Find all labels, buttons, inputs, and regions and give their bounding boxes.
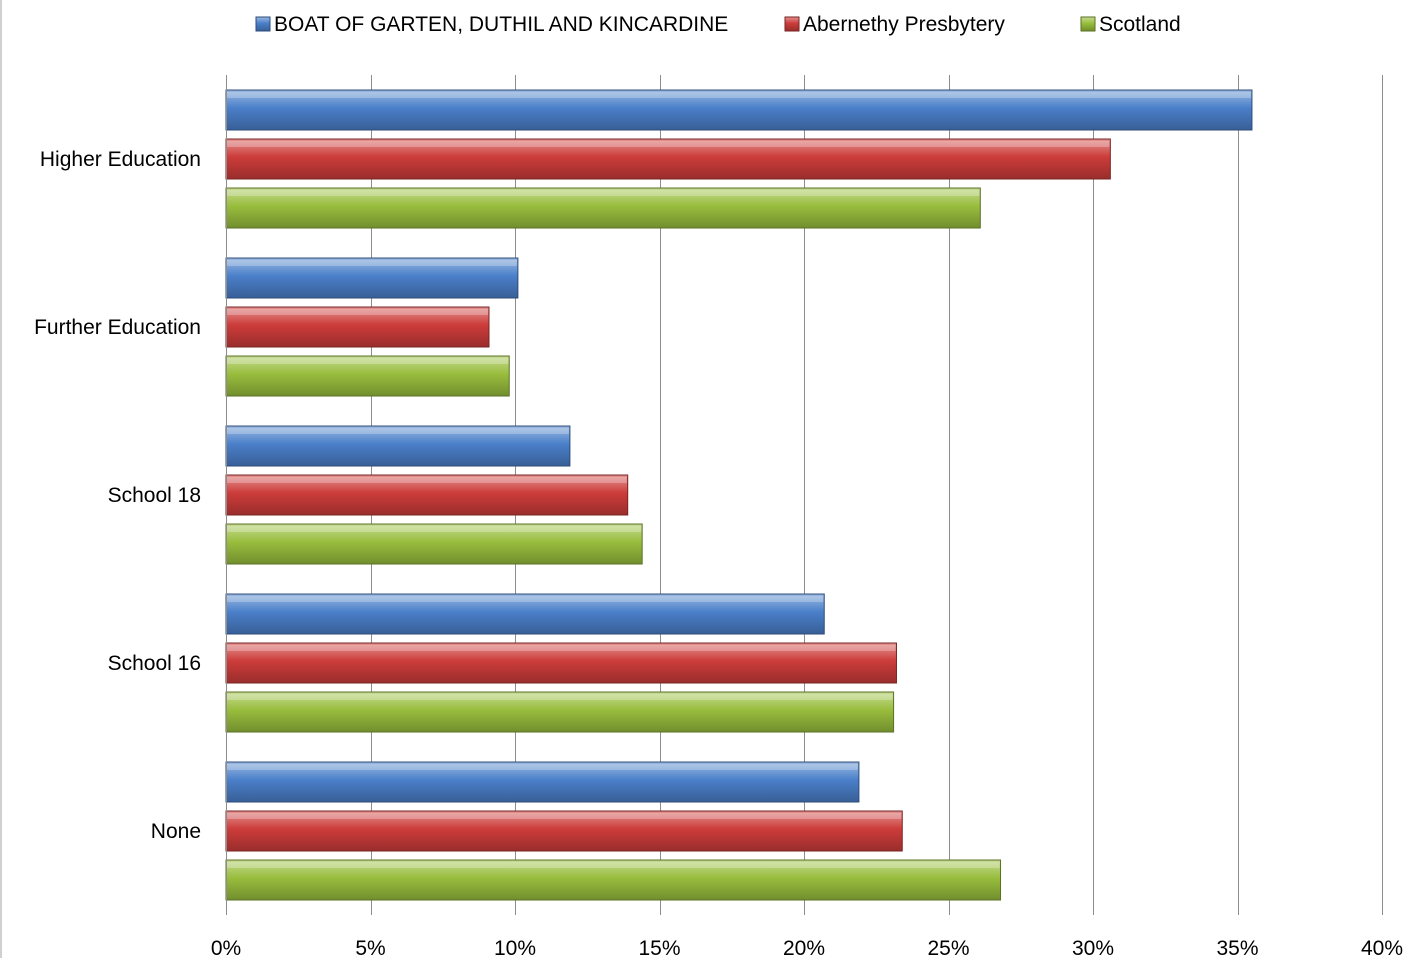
bar-highlight	[227, 260, 517, 266]
legend-label: Scotland	[1099, 13, 1181, 36]
bar	[225, 89, 1253, 131]
x-tick-label: 25%	[927, 937, 969, 958]
legend-label: BOAT OF GARTEN, DUTHIL AND KINCARDINE	[274, 13, 728, 36]
bar	[225, 642, 897, 684]
category-label: None	[151, 820, 201, 843]
bar-highlight	[227, 862, 1000, 868]
bar	[225, 810, 903, 852]
bar-highlight	[227, 309, 488, 315]
bar-highlight	[227, 428, 569, 434]
bar-highlight	[227, 694, 893, 700]
bar	[225, 761, 860, 803]
bar-highlight	[227, 813, 902, 819]
x-tick-labels: 0% 5% 10% 15% 20% 25% 30% 35% 40%	[211, 937, 1403, 958]
bar	[225, 593, 825, 635]
bar	[225, 474, 629, 516]
bar-highlight	[227, 190, 980, 196]
bar-highlight	[227, 764, 858, 770]
x-tick-label: 10%	[494, 937, 536, 958]
bar	[225, 425, 571, 467]
bar-highlight	[227, 358, 509, 364]
bars	[225, 89, 1253, 901]
category-label: School 18	[108, 484, 201, 507]
bar	[225, 859, 1002, 901]
bar-highlight	[227, 92, 1251, 98]
category-label: Further Education	[34, 316, 201, 339]
x-tick-label: 20%	[783, 937, 825, 958]
bar-highlight	[227, 596, 824, 602]
bar	[225, 691, 895, 733]
legend-swatch	[784, 16, 800, 32]
bar-highlight	[227, 645, 896, 651]
x-tick-label: 5%	[355, 937, 385, 958]
category-label: School 16	[108, 652, 201, 675]
legend: BOAT OF GARTEN, DUTHIL AND KINCARDINE Abe…	[255, 13, 1181, 36]
x-tick-label: 15%	[638, 937, 680, 958]
legend-swatch	[255, 16, 271, 32]
x-tick-label: 30%	[1072, 937, 1114, 958]
x-tick-label: 35%	[1216, 937, 1258, 958]
bar-highlight	[227, 526, 642, 532]
legend-label: Abernethy Presbytery	[803, 13, 1005, 36]
x-tick-label: 40%	[1361, 937, 1403, 958]
bar	[225, 523, 643, 565]
category-label: Higher Education	[40, 148, 201, 171]
x-tick-label: 0%	[211, 937, 241, 958]
category-labels: Higher Education Further Education School …	[34, 148, 201, 843]
bar-highlight	[227, 141, 1110, 147]
legend-swatch	[1080, 16, 1096, 32]
bar-highlight	[227, 477, 627, 483]
